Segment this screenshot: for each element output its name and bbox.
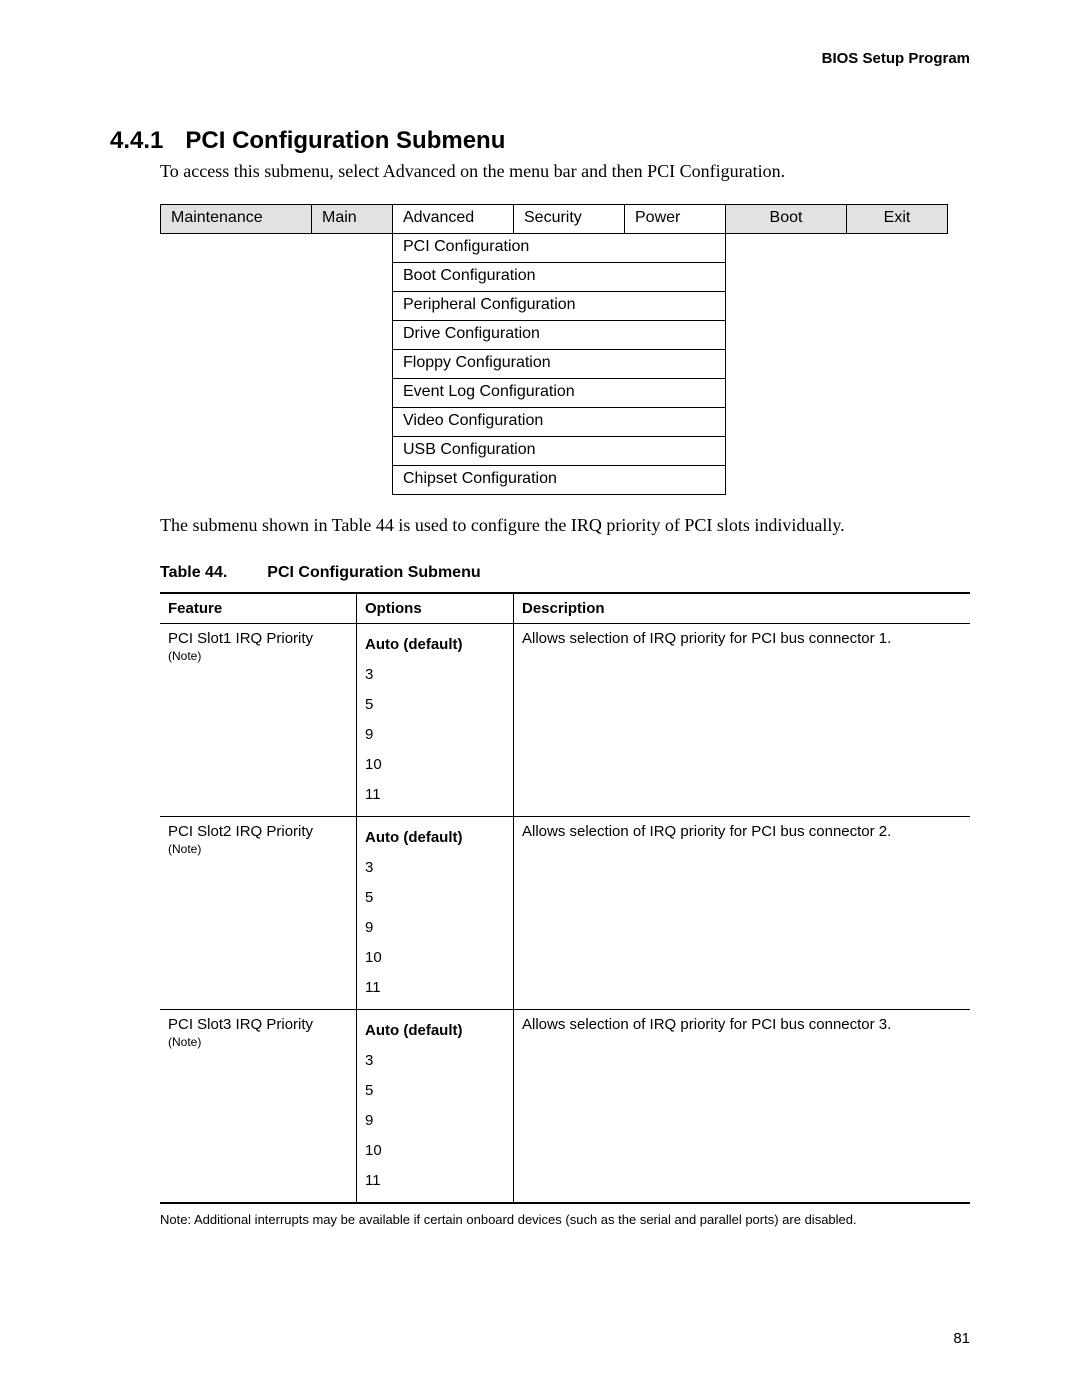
table-label: Table 44. [160,564,227,582]
menu-tab-security: Security [514,205,625,234]
table-intro: The submenu shown in Table 44 is used to… [160,515,970,536]
option-value: 3 [365,859,373,876]
option-default: Auto (default) [365,636,462,653]
submenu-item: Drive Configuration [393,321,726,350]
menu-tab-boot: Boot [726,205,847,234]
option-value: 3 [365,666,373,683]
option-value: 9 [365,1112,373,1129]
feature-name: PCI Slot2 IRQ Priority [168,823,313,840]
table-title: PCI Configuration Submenu [267,564,480,581]
table-caption: Table 44. PCI Configuration Submenu [160,564,970,582]
section-heading: 4.4.1 PCI Configuration Submenu [110,127,970,155]
menu-tab-power: Power [625,205,726,234]
submenu-item: Video Configuration [393,408,726,437]
section-intro: To access this submenu, select Advanced … [160,161,970,182]
menu-tab-exit: Exit [847,205,948,234]
feature-note: (Note) [168,649,348,663]
feature-name: PCI Slot3 IRQ Priority [168,1016,313,1033]
page-number: 81 [953,1330,970,1347]
submenu-item: Chipset Configuration [393,466,726,495]
option-value: 9 [365,919,373,936]
option-value: 10 [365,756,382,773]
feature-description: Allows selection of IRQ priority for PCI… [514,624,971,817]
option-value: 10 [365,949,382,966]
submenu-item: USB Configuration [393,437,726,466]
option-value: 9 [365,726,373,743]
feature-description: Allows selection of IRQ priority for PCI… [514,817,971,1010]
submenu-item: Peripheral Configuration [393,292,726,321]
bios-menu-table: Maintenance Main Advanced Security Power… [160,204,948,495]
option-value: 10 [365,1142,382,1159]
table-row: PCI Slot2 IRQ Priority (Note) Auto (defa… [160,817,970,1010]
table-row: PCI Slot3 IRQ Priority (Note) Auto (defa… [160,1010,970,1204]
submenu-item: Floppy Configuration [393,350,726,379]
table-row: PCI Slot1 IRQ Priority (Note) Auto (defa… [160,624,970,817]
col-description: Description [514,593,971,624]
option-default: Auto (default) [365,1022,462,1039]
section-title: PCI Configuration Submenu [185,127,505,154]
table-footnote: Note: Additional interrupts may be avail… [160,1212,970,1227]
option-default: Auto (default) [365,829,462,846]
option-value: 5 [365,889,373,906]
option-value: 11 [365,979,381,996]
submenu-item: PCI Configuration [393,234,726,263]
menu-tab-advanced: Advanced [393,205,514,234]
feature-note: (Note) [168,842,348,856]
col-feature: Feature [160,593,357,624]
option-value: 5 [365,696,373,713]
config-table: Feature Options Description PCI Slot1 IR… [160,592,970,1204]
menu-tab-main: Main [312,205,393,234]
section-number: 4.4.1 [110,127,163,155]
submenu-item: Boot Configuration [393,263,726,292]
feature-description: Allows selection of IRQ priority for PCI… [514,1010,971,1204]
col-options: Options [357,593,514,624]
menu-tab-maintenance: Maintenance [161,205,312,234]
feature-name: PCI Slot1 IRQ Priority [168,630,313,647]
page-header: BIOS Setup Program [110,50,970,67]
option-value: 5 [365,1082,373,1099]
option-value: 11 [365,1172,381,1189]
option-value: 3 [365,1052,373,1069]
option-value: 11 [365,786,381,803]
feature-note: (Note) [168,1035,348,1049]
submenu-item: Event Log Configuration [393,379,726,408]
